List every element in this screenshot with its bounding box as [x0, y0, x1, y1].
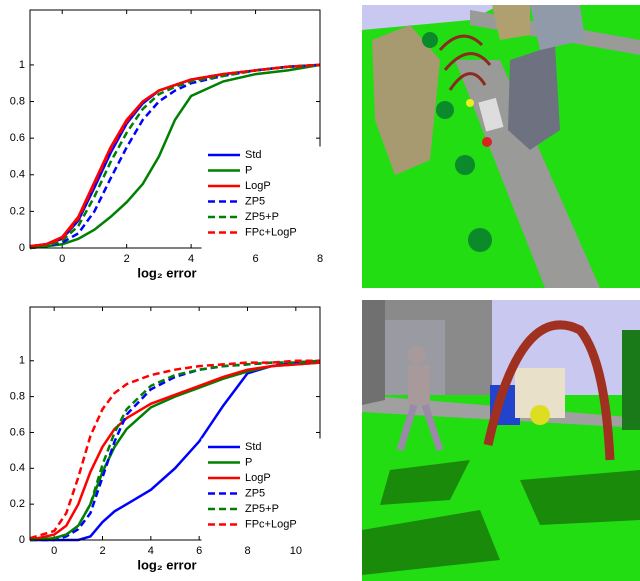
x-tick-label: 10	[290, 545, 302, 557]
y-tick-label: 0.2	[10, 498, 25, 510]
x-tick-label: 4	[148, 545, 154, 557]
y-tick-label: 0.6	[10, 132, 25, 144]
y-tick-label: 0.6	[10, 426, 25, 438]
y-tick-label: 0	[19, 242, 25, 254]
y-tick-label: 1	[19, 355, 25, 367]
figure: 00.20.40.60.8102468log₂ errorStdPLogPZP5…	[0, 0, 640, 581]
x-tick-label: 8	[244, 545, 250, 557]
legend-label: P	[245, 164, 252, 176]
y-tick-label: 0.8	[10, 95, 25, 107]
x-axis-label: log₂ error	[137, 557, 196, 572]
render-bottom	[362, 300, 640, 581]
x-tick-label: 2	[124, 253, 130, 265]
y-tick-label: 0.2	[10, 205, 25, 217]
y-tick-label: 0.4	[10, 462, 25, 474]
x-tick-label: 0	[59, 253, 65, 265]
legend-label: ZP5	[245, 487, 265, 499]
legend-label: Std	[245, 149, 262, 161]
y-tick-label: 0	[19, 534, 25, 546]
legend-label: FPc+LogP	[245, 518, 297, 530]
x-tick-label: 0	[51, 545, 57, 557]
x-tick-label: 6	[252, 253, 258, 265]
legend-label: P	[245, 456, 252, 468]
legend-label: ZP5	[245, 195, 265, 207]
x-axis-label: log₂ error	[137, 265, 196, 280]
y-tick-label: 0.8	[10, 391, 25, 403]
x-tick-label: 2	[99, 545, 105, 557]
y-tick-label: 0.4	[10, 169, 25, 181]
x-tick-label: 6	[196, 545, 202, 557]
render-top	[362, 5, 640, 288]
legend-label: LogP	[245, 472, 271, 484]
legend-label: ZP5+P	[245, 211, 279, 223]
legend-label: ZP5+P	[245, 503, 279, 515]
legend-label: FPc+LogP	[245, 226, 297, 238]
x-tick-label: 8	[317, 253, 323, 265]
y-tick-label: 1	[19, 59, 25, 71]
legend-label: LogP	[245, 180, 271, 192]
x-tick-label: 4	[188, 253, 194, 265]
legend-label: Std	[245, 441, 262, 453]
